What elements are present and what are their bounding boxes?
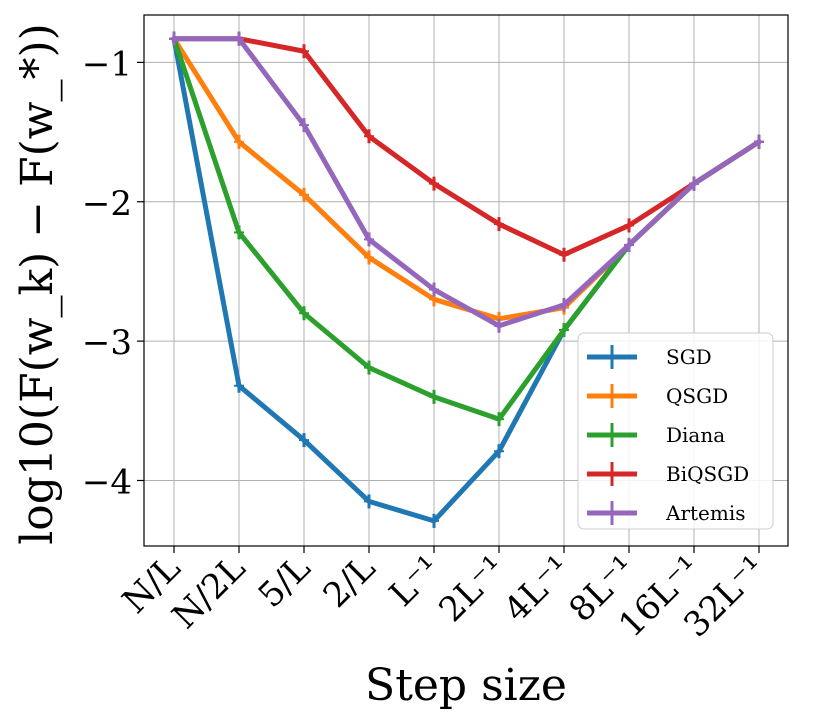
series-line <box>171 36 762 329</box>
y-tick-label: −4 <box>82 462 132 502</box>
series-artemis <box>169 31 764 333</box>
legend: SGD QSGD Diana BiQSGD Artemis <box>577 332 774 530</box>
series-line <box>171 36 762 258</box>
series-layer <box>169 31 764 528</box>
y-tick-label: −1 <box>82 44 132 84</box>
y-axis-label: log10(F(w_k) − F(w_*)) <box>12 23 63 545</box>
legend-entry-label: QSGD <box>666 384 728 408</box>
legend-entry-label: SGD <box>666 345 712 369</box>
y-axis-ticks: −1 −2 −3 −4 <box>82 44 144 502</box>
plot-frame <box>143 14 789 547</box>
legend-entry-label: Artemis <box>665 501 746 525</box>
legend-entry-label: BiQSGD <box>666 462 749 486</box>
legend-entry-label: Diana <box>666 423 725 447</box>
legend-box <box>577 332 774 530</box>
y-tick-label: −2 <box>82 184 132 224</box>
y-tick-label: −3 <box>82 323 132 363</box>
x-axis-label: Step size <box>365 660 567 711</box>
